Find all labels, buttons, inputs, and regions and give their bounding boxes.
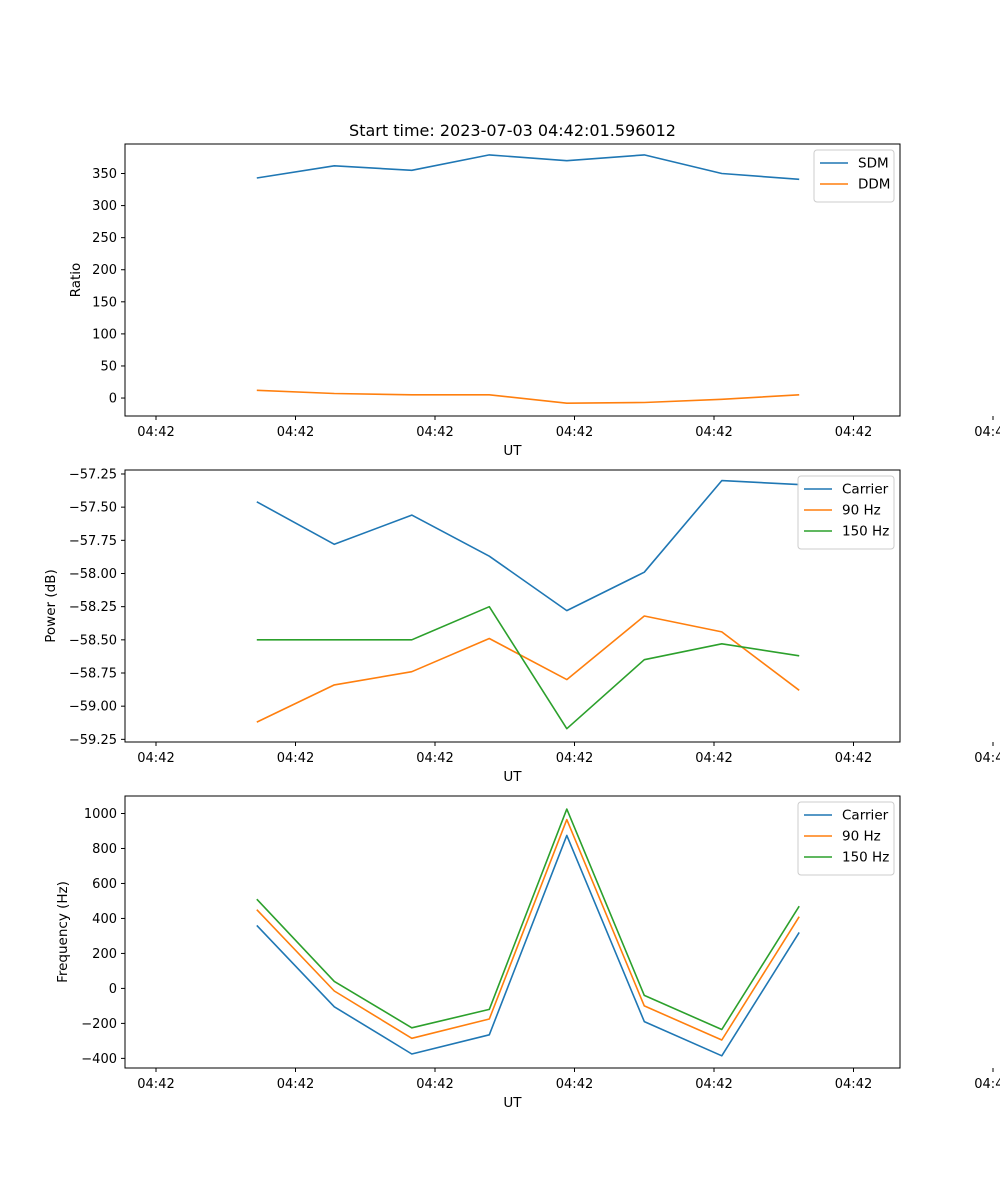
y-tick-label: 1000 bbox=[84, 807, 117, 822]
series-line-carrier bbox=[256, 479, 800, 612]
x-tick-label: 04:42 bbox=[835, 751, 872, 766]
legend-label: Carrier bbox=[842, 808, 889, 824]
series-line-90-hz bbox=[256, 615, 800, 723]
y-tick-label: −58.75 bbox=[69, 667, 117, 682]
y-axis-label: Frequency (Hz) bbox=[55, 881, 71, 983]
x-tick-label: 04:42 bbox=[695, 425, 732, 440]
series-line-ddm bbox=[256, 389, 800, 405]
x-tick-label: 04:42 bbox=[277, 751, 314, 766]
y-tick-label: −58.25 bbox=[69, 600, 117, 615]
y-tick-label: 400 bbox=[92, 912, 117, 927]
y-tick-label: 800 bbox=[92, 842, 117, 857]
y-tick-label: −59.00 bbox=[69, 700, 117, 715]
subplot-2: −59.25 −59.00 −58.75 −58.50 −58.25 −58.00 −57.… bbox=[43, 467, 1000, 785]
y-tick-label: 350 bbox=[92, 167, 117, 182]
legend-label: SDM bbox=[858, 156, 889, 172]
x-tick-label: 04:42 bbox=[556, 425, 593, 440]
series-line-carrier bbox=[256, 834, 800, 1057]
x-tick-label: 04:42 bbox=[974, 425, 1000, 440]
y-tick-label: −57.75 bbox=[69, 534, 117, 549]
x-tick-label: 04:42 bbox=[974, 751, 1000, 766]
y-tick-label: −59.25 bbox=[69, 733, 117, 748]
x-tick-label: 04:42 bbox=[556, 1077, 593, 1092]
x-tick-label: 04:42 bbox=[416, 1077, 453, 1092]
y-tick-label: 0 bbox=[109, 982, 117, 997]
y-tick-label: −58.50 bbox=[69, 633, 117, 648]
y-tick-label: −57.50 bbox=[69, 501, 117, 516]
x-tick-label: 04:42 bbox=[556, 751, 593, 766]
y-axis-label: Ratio bbox=[68, 263, 84, 298]
x-tick-label: 04:42 bbox=[695, 1077, 732, 1092]
y-tick-label: −57.25 bbox=[69, 467, 117, 482]
legend-label: 150 Hz bbox=[842, 850, 889, 866]
x-axis-label: UT bbox=[503, 443, 522, 459]
x-tick-label: 04:42 bbox=[277, 1077, 314, 1092]
y-tick-label: −58.00 bbox=[69, 567, 117, 582]
x-axis-label: UT bbox=[503, 1095, 522, 1111]
x-tick-label: 04:42 bbox=[835, 1077, 872, 1092]
legend-label: DDM bbox=[858, 177, 890, 193]
y-tick-label: 250 bbox=[92, 231, 117, 246]
series-line-90-hz bbox=[256, 818, 800, 1041]
axes-frame bbox=[124, 469, 901, 743]
subplot-1: 0 50 100 150 200 250 300 350 04:42 04:42 04:42 04:4… bbox=[68, 121, 1000, 459]
legend-label: Carrier bbox=[842, 482, 889, 498]
legend: Carrier 90 Hz 150 Hz bbox=[797, 801, 895, 876]
legend: SDM DDM bbox=[813, 149, 895, 203]
axes-frame bbox=[124, 795, 901, 1069]
y-axis-label: Power (dB) bbox=[43, 569, 59, 642]
x-tick-label: 04:42 bbox=[835, 425, 872, 440]
series-line-sdm bbox=[256, 154, 800, 181]
legend-label: 90 Hz bbox=[842, 829, 881, 845]
x-tick-label: 04:42 bbox=[137, 425, 174, 440]
y-tick-label: 150 bbox=[92, 295, 117, 310]
x-tick-label: 04:42 bbox=[974, 1077, 1000, 1092]
x-tick-label: 04:42 bbox=[277, 425, 314, 440]
x-tick-label: 04:42 bbox=[137, 1077, 174, 1092]
legend-label: 90 Hz bbox=[842, 503, 881, 519]
x-tick-label: 04:42 bbox=[416, 425, 453, 440]
x-tick-label: 04:42 bbox=[416, 751, 453, 766]
subplot-3: −400 −200 0 200 400 600 800 1000 04:42 04:42 04:42… bbox=[55, 795, 1000, 1111]
y-tick-label: −200 bbox=[81, 1017, 117, 1032]
series-line-150-hz bbox=[256, 808, 800, 1031]
x-tick-label: 04:42 bbox=[695, 751, 732, 766]
y-tick-label: −400 bbox=[81, 1052, 117, 1067]
legend-label: 150 Hz bbox=[842, 524, 889, 540]
chart-title: Start time: 2023-07-03 04:42:01.596012 bbox=[349, 121, 676, 140]
axes-frame bbox=[124, 143, 901, 417]
y-tick-label: 300 bbox=[92, 199, 117, 214]
x-tick-label: 04:42 bbox=[137, 751, 174, 766]
y-tick-label: 600 bbox=[92, 877, 117, 892]
legend: Carrier 90 Hz 150 Hz bbox=[797, 475, 895, 550]
series-line-150-hz bbox=[256, 605, 800, 730]
y-tick-label: 50 bbox=[100, 359, 117, 374]
y-tick-label: 100 bbox=[92, 327, 117, 342]
y-tick-label: 200 bbox=[92, 263, 117, 278]
y-tick-label: 0 bbox=[109, 392, 117, 407]
x-axis-label: UT bbox=[503, 769, 522, 785]
y-tick-label: 200 bbox=[92, 947, 117, 962]
